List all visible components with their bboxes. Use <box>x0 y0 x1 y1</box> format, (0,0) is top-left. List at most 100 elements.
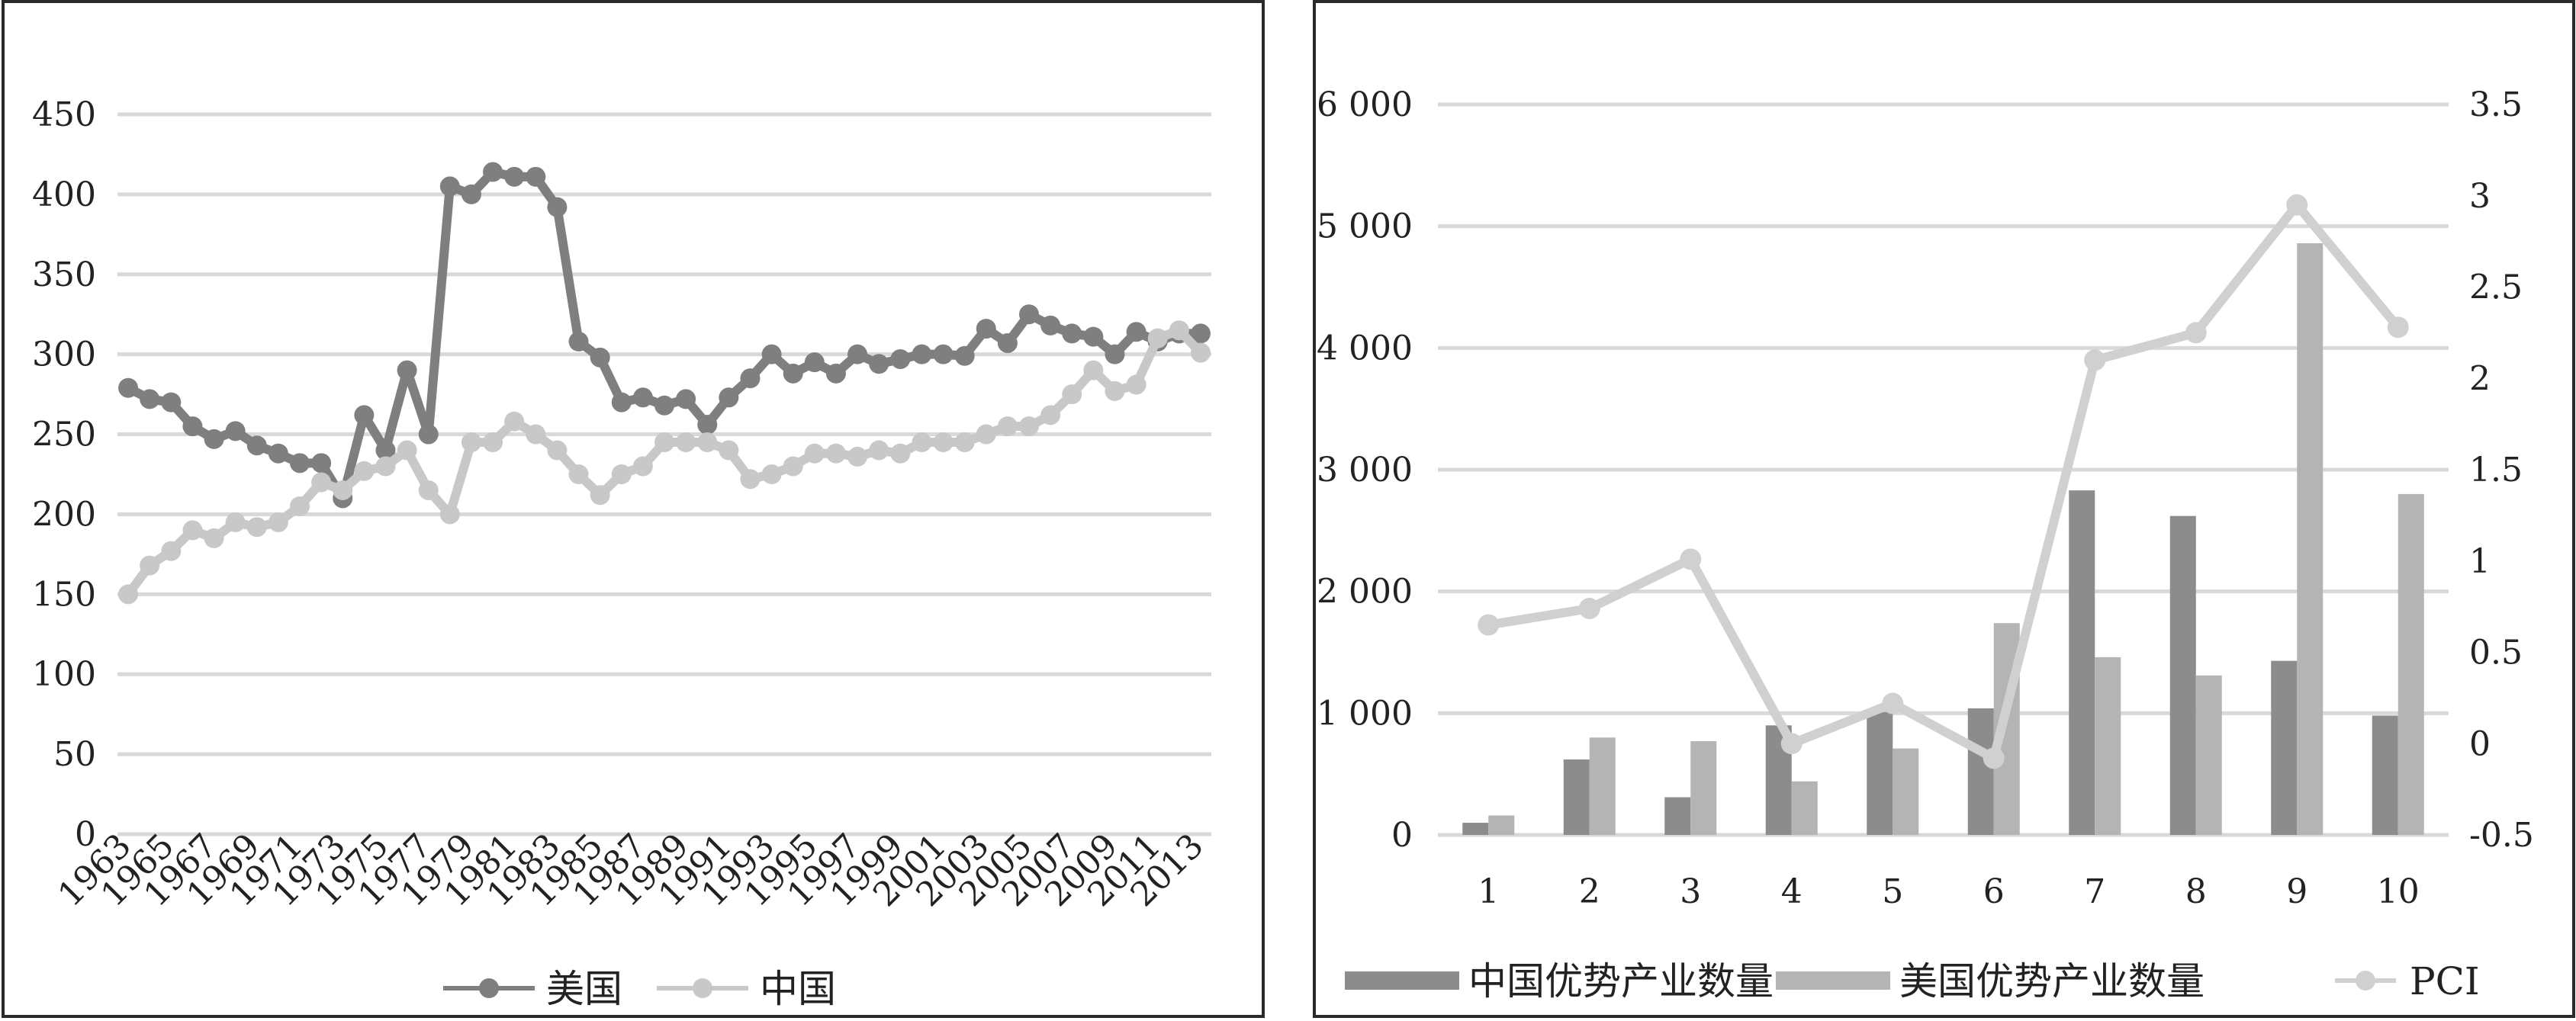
data-point <box>1019 304 1039 325</box>
bar <box>1690 741 1717 835</box>
y2-tick-label: 0 <box>2469 724 2491 763</box>
data-point <box>783 363 803 384</box>
data-point <box>825 443 846 464</box>
data-point <box>182 416 203 437</box>
data-point <box>504 411 525 432</box>
data-point <box>632 456 653 477</box>
y-tick-label: 1 000 <box>1317 694 1413 733</box>
y2-tick-label: 0.5 <box>2469 634 2523 673</box>
data-point <box>1147 328 1168 348</box>
bar <box>2372 715 2398 835</box>
legend-label: 美国 <box>546 967 622 1011</box>
data-point <box>997 416 1018 437</box>
data-point <box>1478 614 1500 636</box>
legend: 美国 中国 <box>443 967 836 1011</box>
data-point <box>547 440 568 461</box>
gridlines <box>117 112 1211 836</box>
data-point <box>847 344 868 364</box>
data-point <box>1190 323 1211 344</box>
data-point <box>761 464 782 484</box>
y2-tick-label: 1.5 <box>2469 451 2523 490</box>
data-point <box>654 395 674 416</box>
data-point <box>1105 344 1125 364</box>
y-tick-label: 3 000 <box>1317 451 1413 490</box>
data-point <box>1083 360 1104 380</box>
data-point <box>1190 342 1211 363</box>
data-point <box>804 352 825 373</box>
legend-item: PCI <box>2335 959 2480 1003</box>
data-point <box>118 584 139 605</box>
data-point <box>418 480 439 500</box>
data-point <box>568 331 589 352</box>
y-tick-label: 450 <box>32 95 96 134</box>
y-tick-label: 0 <box>1391 816 1413 855</box>
data-point <box>783 456 803 477</box>
data-point <box>1019 416 1039 437</box>
series-china <box>118 320 1211 605</box>
data-point <box>354 461 375 481</box>
data-point <box>397 440 417 461</box>
bar <box>2095 657 2121 835</box>
data-point <box>2084 349 2106 371</box>
data-point <box>890 348 911 369</box>
legend-label: PCI <box>2410 959 2480 1003</box>
y-tick-label: 400 <box>32 175 96 214</box>
data-point <box>161 392 182 413</box>
data-point <box>311 472 332 493</box>
legend-item: 美国 <box>443 967 622 1011</box>
data-point <box>268 512 288 532</box>
series-pci <box>1478 194 2409 769</box>
x-tick-label: 10 <box>2377 872 2420 911</box>
y-tick-label: 200 <box>32 495 96 534</box>
legend-marker <box>2356 971 2375 990</box>
legend-item: 美国优势产业数量 <box>1776 959 2205 1003</box>
data-point <box>1169 320 1189 341</box>
data-point <box>761 344 782 364</box>
data-point <box>654 432 674 453</box>
bar <box>1488 815 1515 835</box>
y2-tick-label: -0.5 <box>2469 816 2534 855</box>
legend-marker <box>479 978 499 998</box>
bar <box>2297 243 2324 835</box>
data-point <box>140 555 160 576</box>
legend-bar-swatch <box>1776 971 1890 990</box>
data-point <box>118 377 139 398</box>
data-point <box>954 345 975 366</box>
y-tick-label: 50 <box>53 735 96 774</box>
series-usa-bars <box>1488 243 2424 835</box>
x-tick-label: 7 <box>2084 872 2105 911</box>
data-point <box>997 332 1018 353</box>
bar <box>2271 660 2298 835</box>
legend-label: 中国优势产业数量 <box>1468 959 1774 1003</box>
y-tick-label: 4 000 <box>1317 329 1413 368</box>
bar <box>2398 493 2424 835</box>
y2-tick-label: 2 <box>2469 359 2491 398</box>
data-point <box>204 429 224 449</box>
legend-label: 美国优势产业数量 <box>1899 959 2205 1003</box>
bar <box>2169 515 2196 835</box>
data-point <box>1040 315 1061 336</box>
y-tick-label: 150 <box>32 575 96 614</box>
bar <box>1589 737 1616 835</box>
data-point <box>933 344 954 364</box>
data-point <box>825 363 846 384</box>
data-point <box>375 440 396 461</box>
y-tick-label: 2 000 <box>1317 573 1413 612</box>
y2-tick-label: 2.5 <box>2469 268 2523 307</box>
x-tick-label: 9 <box>2286 872 2307 911</box>
data-point <box>933 432 954 453</box>
data-point <box>740 368 761 389</box>
data-point <box>483 162 503 182</box>
data-point <box>912 344 932 364</box>
legend-bar-swatch <box>1345 971 1459 990</box>
bar <box>2069 490 2095 835</box>
data-point <box>632 387 653 408</box>
data-point <box>590 347 610 368</box>
data-point <box>1105 380 1125 401</box>
data-point <box>740 469 761 490</box>
bar <box>1791 781 1818 835</box>
data-point <box>140 389 160 409</box>
data-point <box>869 354 889 374</box>
data-point <box>912 432 932 453</box>
data-point <box>611 392 632 413</box>
